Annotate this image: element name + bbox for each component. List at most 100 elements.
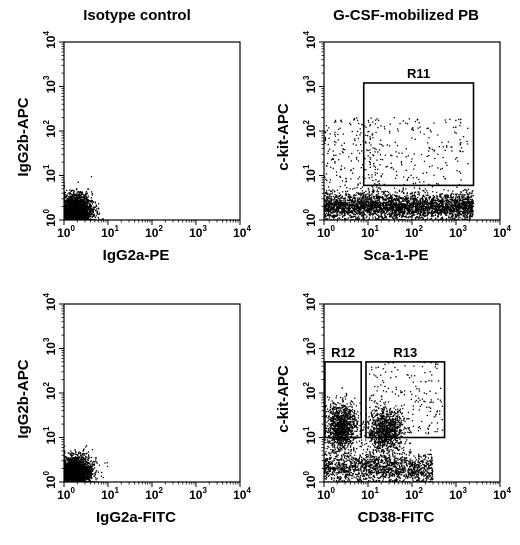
data-point xyxy=(349,209,351,211)
data-point xyxy=(431,210,433,212)
data-point xyxy=(339,195,341,197)
data-point xyxy=(377,203,379,205)
data-point xyxy=(362,216,365,218)
data-point xyxy=(431,213,433,216)
data-point xyxy=(341,215,344,217)
data-point xyxy=(410,205,412,207)
data-point xyxy=(86,202,88,204)
data-point xyxy=(81,200,83,203)
data-point xyxy=(471,210,473,212)
data-point xyxy=(65,200,67,202)
data-point xyxy=(464,205,466,208)
data-point xyxy=(86,206,88,208)
data-point xyxy=(426,209,428,212)
data-point xyxy=(457,209,460,212)
data-point xyxy=(75,196,77,198)
data-point xyxy=(340,204,342,206)
data-point xyxy=(357,213,359,215)
data-point xyxy=(328,209,330,211)
data-point xyxy=(86,216,88,218)
data-point xyxy=(66,201,69,203)
data-point xyxy=(346,199,348,201)
data-point xyxy=(370,212,372,214)
data-point xyxy=(81,192,83,194)
data-point xyxy=(72,192,75,194)
data-point xyxy=(458,202,460,205)
data-point xyxy=(72,197,75,199)
data-point xyxy=(80,213,82,215)
data-point xyxy=(334,216,336,218)
data-point xyxy=(378,198,380,201)
data-point xyxy=(83,205,85,207)
data-point xyxy=(84,201,87,203)
data-point xyxy=(74,194,76,197)
data-point xyxy=(89,212,91,214)
data-point xyxy=(81,211,84,213)
data-point xyxy=(457,203,459,205)
data-point xyxy=(439,206,442,208)
data-point xyxy=(434,205,436,207)
data-point xyxy=(83,202,85,204)
data-point xyxy=(87,207,90,209)
data-point xyxy=(365,194,367,196)
data-point xyxy=(383,202,385,204)
data-point xyxy=(75,208,77,210)
y-tick-label: 104 xyxy=(42,31,58,49)
data-point xyxy=(398,199,400,201)
data-point xyxy=(390,208,392,210)
data-point xyxy=(444,207,446,209)
data-point xyxy=(65,203,67,205)
data-point xyxy=(342,200,344,202)
data-point xyxy=(471,203,473,205)
data-point xyxy=(392,198,395,200)
data-point xyxy=(415,200,417,203)
data-point xyxy=(427,211,430,214)
data-point xyxy=(471,195,473,197)
data-point xyxy=(408,207,410,209)
data-point xyxy=(393,187,396,189)
data-point xyxy=(416,211,418,214)
data-point xyxy=(70,205,72,207)
data-point xyxy=(406,203,408,205)
data-point xyxy=(391,198,393,200)
data-point xyxy=(83,211,86,214)
data-point xyxy=(353,200,355,202)
data-point xyxy=(69,205,72,208)
data-point xyxy=(398,208,400,210)
data-point xyxy=(462,196,464,199)
data-point xyxy=(421,197,424,199)
data-point xyxy=(367,201,369,203)
data-point xyxy=(70,214,72,216)
data-point xyxy=(92,210,94,213)
data-point xyxy=(325,191,327,194)
data-point xyxy=(408,203,411,205)
data-point xyxy=(412,214,414,217)
data-point xyxy=(467,207,469,209)
data-point xyxy=(76,204,78,206)
data-point xyxy=(85,207,87,209)
data-point xyxy=(403,212,405,214)
data-point xyxy=(390,203,392,205)
data-point xyxy=(85,197,87,200)
data-point xyxy=(411,212,413,214)
data-point xyxy=(78,204,81,206)
data-point xyxy=(329,198,331,200)
data-point xyxy=(359,211,361,213)
data-point xyxy=(464,209,466,211)
data-point xyxy=(350,196,352,198)
data-point xyxy=(65,210,67,212)
data-point xyxy=(441,200,444,202)
data-point xyxy=(90,204,93,207)
data-point xyxy=(387,193,390,196)
data-point xyxy=(471,191,473,193)
data-point xyxy=(76,197,79,199)
data-point xyxy=(437,213,439,215)
data-point xyxy=(437,215,439,217)
data-point xyxy=(74,200,76,202)
data-point xyxy=(411,215,413,218)
data-point xyxy=(81,211,83,213)
data-point xyxy=(376,201,378,203)
data-point xyxy=(70,203,73,205)
data-point xyxy=(324,214,327,216)
data-point xyxy=(398,215,401,218)
